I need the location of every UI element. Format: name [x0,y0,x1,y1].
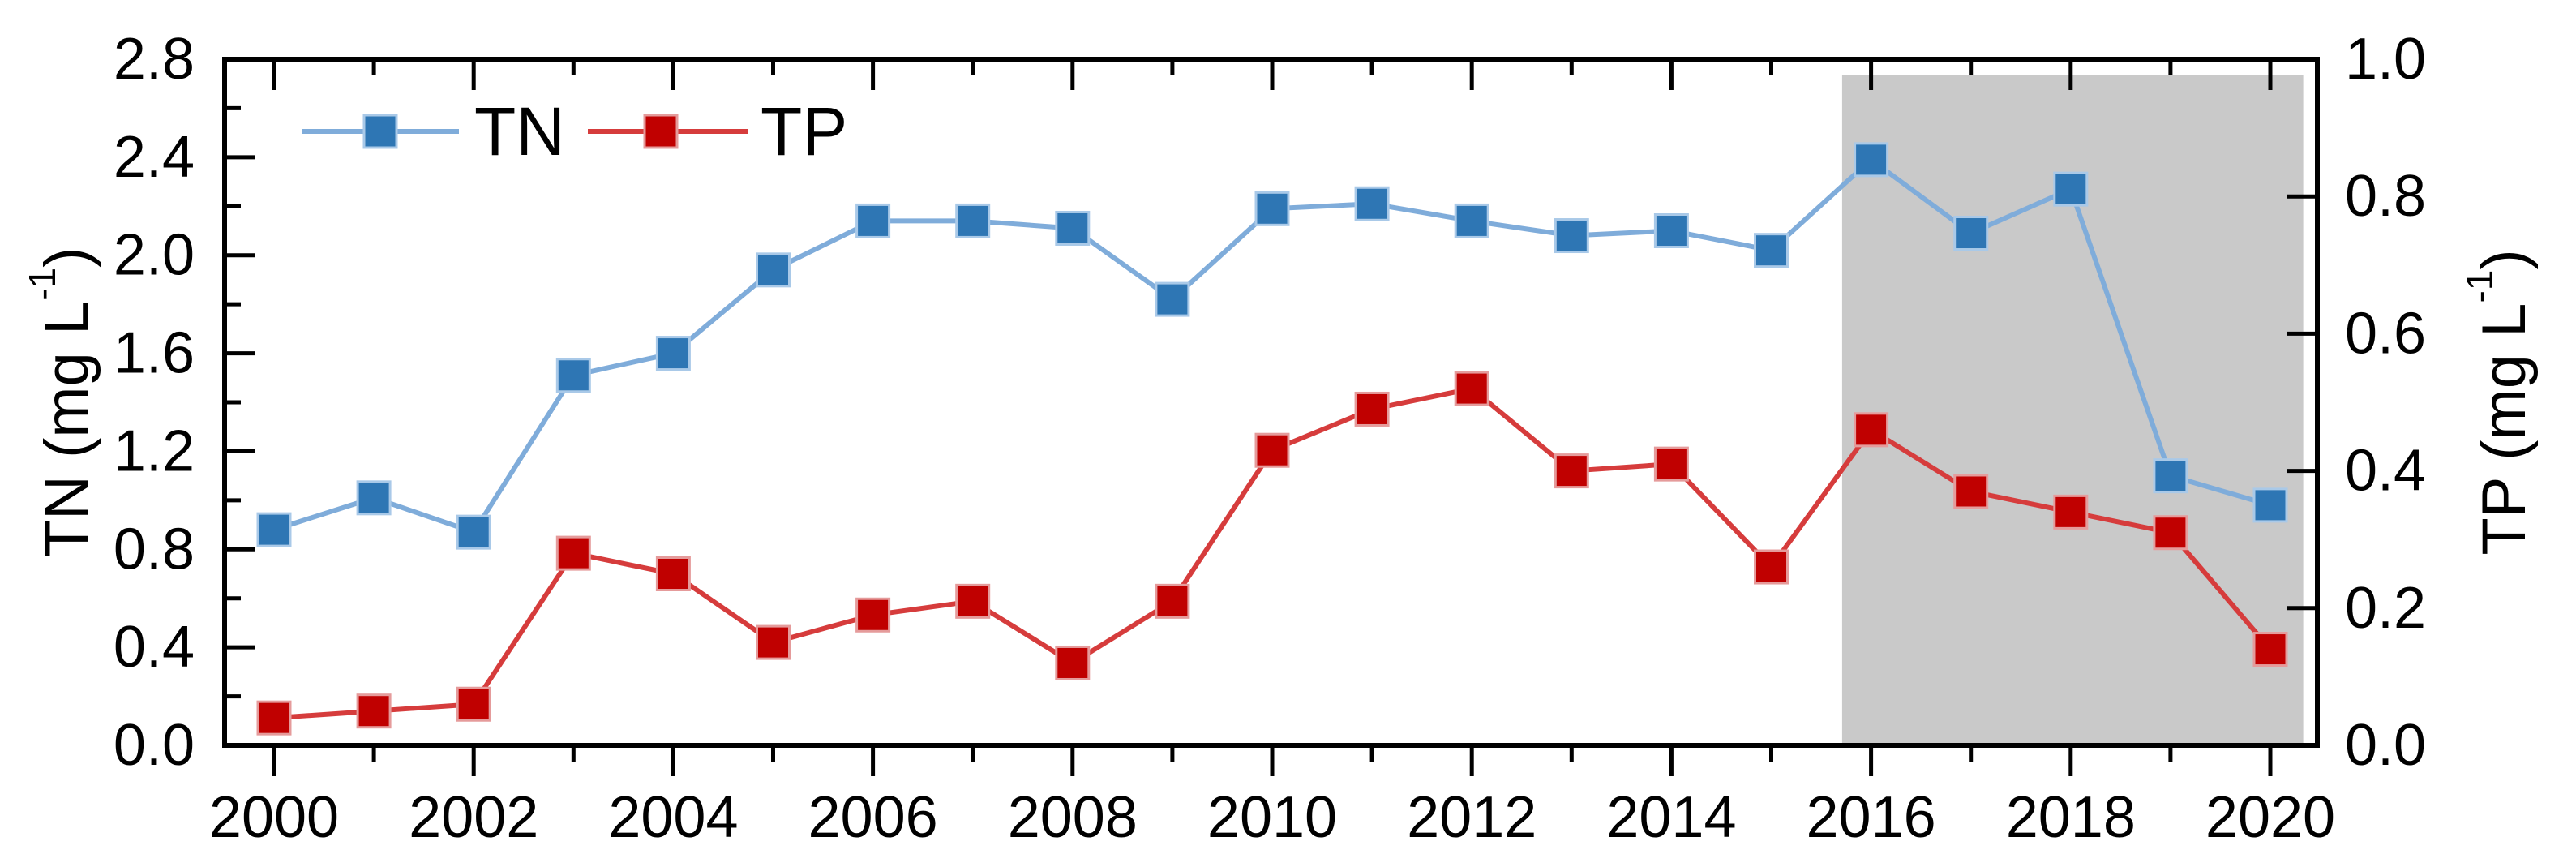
marker-tp-2016 [1854,412,1889,448]
marker-tn-2003 [555,358,591,393]
x-tick-label: 2012 [1407,785,1537,850]
marker-tn-2016 [1854,142,1889,178]
x-tick-label: 2020 [2205,785,2335,850]
left-tick-label: 1.2 [114,418,195,483]
marker-tp-2004 [655,556,691,591]
marker-tp-2005 [756,624,791,660]
marker-tp-2017 [1953,474,1989,509]
legend: TN TP [302,93,847,170]
left-tick-label: 2.4 [114,125,195,190]
marker-tp-2014 [1653,446,1689,482]
right-tick-label: 0.8 [2345,164,2426,229]
left-tick-label: 2.8 [114,27,195,92]
marker-tp-2013 [1554,453,1589,489]
marker-tp-2003 [555,535,591,571]
marker-tp-2002 [456,686,491,722]
marker-tp-2018 [2053,494,2089,530]
right-tick-label: 0.0 [2345,713,2426,778]
marker-tn-2001 [356,480,392,516]
x-tick-label: 2006 [808,785,938,850]
x-tick-label: 2002 [409,785,538,850]
legend-marker-tn [362,114,398,149]
right-axis-title: TP (mg L-1) [2458,249,2539,555]
marker-tn-2012 [1454,203,1489,238]
x-tick-label: 2016 [1807,785,1936,850]
marker-tp-2012 [1454,371,1489,406]
legend-item-tn: TN [302,93,565,170]
left-tick-label: 0.0 [114,713,195,778]
marker-tn-2018 [2053,171,2089,207]
left-tick-label: 0.8 [114,517,195,582]
right-tick-label: 0.6 [2345,301,2426,366]
right-tick-label: 1.0 [2345,27,2426,92]
marker-tn-2008 [1055,210,1091,246]
tick-labels: 0.0 0.4 0.8 1.2 1.6 2.0 2.4 2.8 0.0 0.2 0.4 0.6 0.8 1… [114,27,2426,850]
marker-tn-2010 [1254,191,1290,226]
left-tick-label: 0.4 [114,615,195,680]
axis-ticks [225,59,2317,776]
marker-tn-2011 [1354,186,1390,221]
marker-tn-2013 [1554,218,1589,254]
left-axis-title: TN (mg L-1) [21,247,101,558]
marker-tn-2000 [256,512,292,547]
series-layer [256,142,2288,736]
x-tick-label: 2018 [2006,785,2136,850]
legend-label-tn: TN [474,93,565,170]
legend-marker-tp [643,114,679,149]
x-tick-label: 2008 [1008,785,1138,850]
x-tick-label: 2010 [1207,785,1337,850]
marker-tn-2009 [1155,281,1190,317]
marker-tn-2007 [955,203,991,238]
marker-tp-2011 [1354,391,1390,427]
marker-tn-2006 [855,203,891,238]
marker-tp-2007 [955,583,991,619]
x-tick-label: 2014 [1606,785,1736,850]
marker-tp-2009 [1155,583,1190,619]
marker-tp-2006 [855,597,891,633]
marker-tn-2004 [655,336,691,371]
marker-tn-2015 [1754,233,1789,268]
marker-tn-2005 [756,252,791,288]
marker-tp-2019 [2153,515,2188,551]
marker-tp-2010 [1254,432,1290,468]
marker-tp-2020 [2252,632,2288,667]
x-tick-label: 2000 [209,785,339,850]
legend-item-tp: TP [588,93,847,170]
marker-tp-2001 [356,693,392,729]
x-tick-label: 2004 [608,785,738,850]
right-tick-label: 0.2 [2345,576,2426,641]
right-tick-label: 0.4 [2345,439,2426,504]
left-tick-label: 1.6 [114,321,195,386]
marker-tn-2014 [1653,213,1689,248]
marker-tp-2015 [1754,549,1789,585]
marker-tp-2000 [256,700,292,736]
marker-tp-2008 [1055,645,1091,680]
legend-label-tp: TP [761,93,847,170]
marker-tn-2002 [456,514,491,550]
left-tick-label: 2.0 [114,223,195,288]
marker-tn-2020 [2252,487,2288,523]
marker-tn-2019 [2153,458,2188,494]
marker-tn-2017 [1953,216,1989,251]
